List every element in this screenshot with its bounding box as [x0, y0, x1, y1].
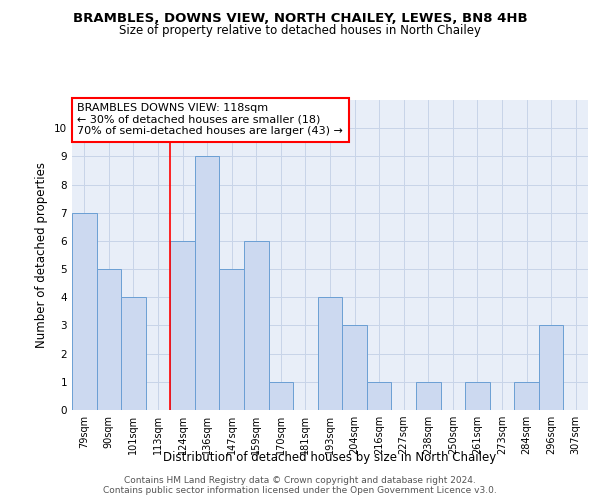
Bar: [97, 269, 121, 410]
Bar: [318, 298, 342, 410]
Y-axis label: Number of detached properties: Number of detached properties: [35, 162, 49, 348]
Bar: [269, 382, 293, 410]
Bar: [465, 382, 490, 410]
Bar: [72, 212, 97, 410]
Bar: [342, 326, 367, 410]
Text: BRAMBLES, DOWNS VIEW, NORTH CHAILEY, LEWES, BN8 4HB: BRAMBLES, DOWNS VIEW, NORTH CHAILEY, LEW…: [73, 12, 527, 26]
Bar: [121, 298, 146, 410]
Bar: [367, 382, 391, 410]
Text: Size of property relative to detached houses in North Chailey: Size of property relative to detached ho…: [119, 24, 481, 37]
Bar: [220, 269, 244, 410]
Text: Contains HM Land Registry data © Crown copyright and database right 2024.
Contai: Contains HM Land Registry data © Crown c…: [103, 476, 497, 495]
Text: Distribution of detached houses by size in North Chailey: Distribution of detached houses by size …: [163, 451, 497, 464]
Bar: [244, 241, 269, 410]
Bar: [170, 241, 195, 410]
Bar: [514, 382, 539, 410]
Bar: [539, 326, 563, 410]
Bar: [195, 156, 220, 410]
Bar: [416, 382, 440, 410]
Text: BRAMBLES DOWNS VIEW: 118sqm
← 30% of detached houses are smaller (18)
70% of sem: BRAMBLES DOWNS VIEW: 118sqm ← 30% of det…: [77, 103, 343, 136]
